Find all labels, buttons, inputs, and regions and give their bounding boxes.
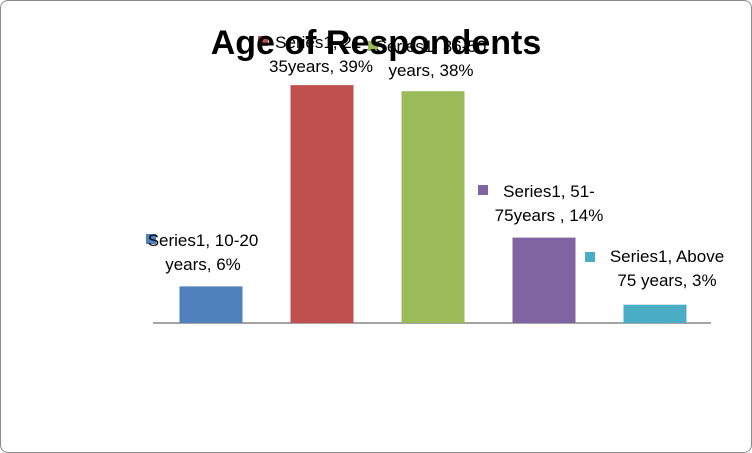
bar-3 <box>401 91 465 323</box>
bar-4 <box>512 237 576 323</box>
data-label-5: Series1, Above 75 years, 3% <box>610 247 724 290</box>
data-label-marker-4 <box>478 185 488 195</box>
data-label-marker-1 <box>146 234 156 244</box>
data-label-1: Series1, 10-20 years, 6% <box>148 231 259 274</box>
data-label-3: Series1, 36-50 years, 38% <box>376 37 487 80</box>
data-label-4: Series1, 51-75years , 14% <box>495 182 604 225</box>
chart-title: Age of Respondents <box>211 24 542 62</box>
data-label-marker-5 <box>585 252 595 262</box>
data-label-marker-3 <box>368 41 378 51</box>
bar-1 <box>179 286 243 323</box>
bar-5 <box>623 304 687 323</box>
bar-2 <box>290 85 354 323</box>
data-label-marker-2 <box>258 36 268 46</box>
data-label-2: Series1, 21-35years, 39% <box>269 33 373 76</box>
